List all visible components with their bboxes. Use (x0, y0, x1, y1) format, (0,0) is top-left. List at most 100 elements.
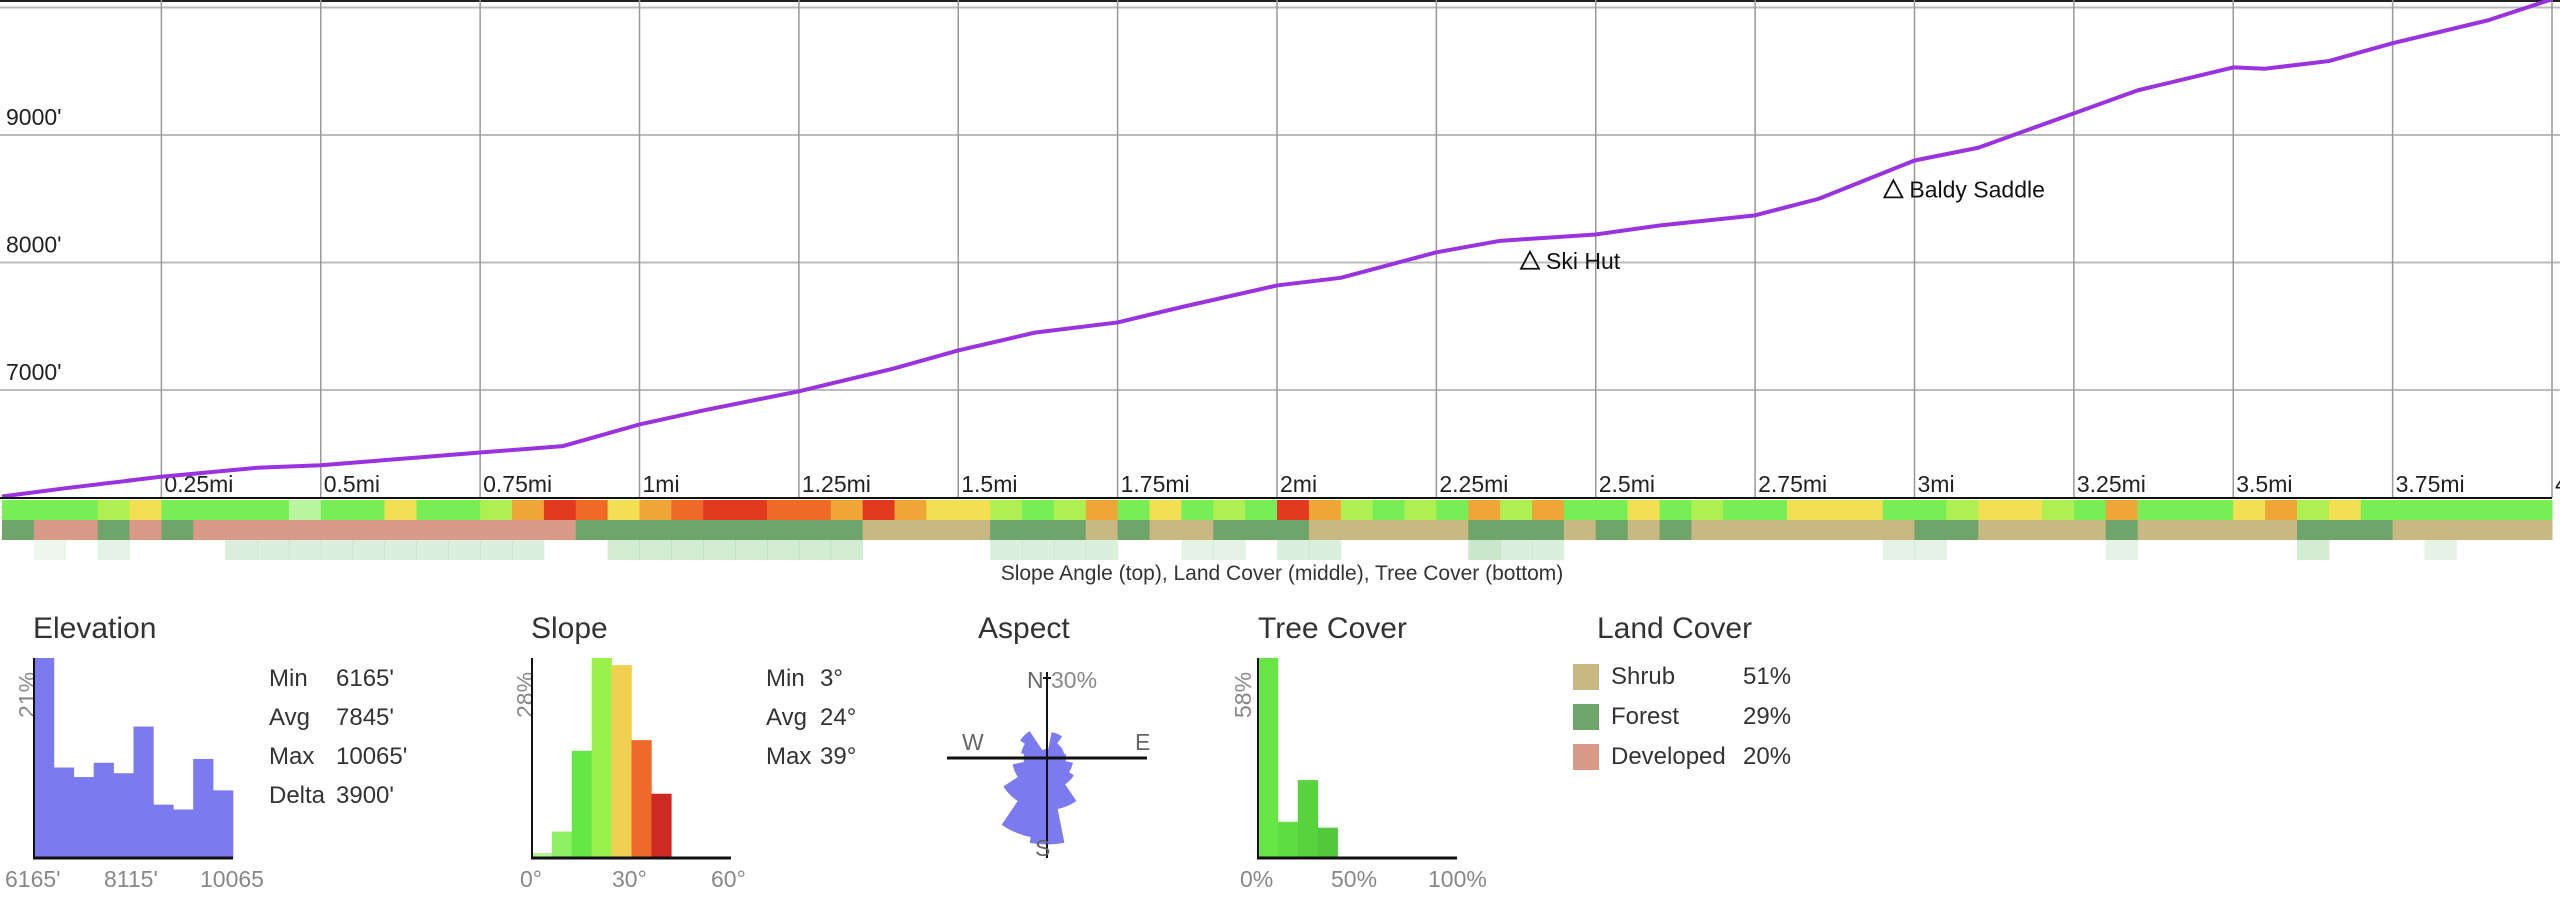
land-cover-strip-cell (1978, 520, 2011, 540)
tree-cover-strip-cell (97, 540, 130, 560)
land-cover-strip-cell (1436, 520, 1469, 540)
land-cover-strip-cell (416, 520, 449, 540)
slope-strip-cell (1308, 500, 1342, 520)
tree-cover-strip-cell (1308, 540, 1342, 560)
slope-strip-cell (735, 500, 768, 520)
slope-strip-cell (575, 500, 609, 520)
tree-cover-strip-cell (257, 540, 290, 560)
histogram-bar (591, 658, 612, 858)
land-cover-strip-cell (990, 520, 1023, 540)
land-cover-strip-cell (288, 520, 322, 540)
x-tick-label: 3mi (1918, 471, 1955, 497)
aspect-label-w: W (962, 729, 984, 755)
y-tick-label: 9000' (6, 104, 62, 130)
stat-value: 3900' (336, 782, 394, 809)
slope-strip-cell (1978, 500, 2011, 520)
x-tick-label: 1.5mi (961, 471, 1017, 497)
slope-x-30: 30° (612, 866, 647, 892)
slope-strip-cell (1659, 500, 1692, 520)
slope-strip-cell (193, 500, 226, 520)
slope-strip-cell (512, 500, 545, 520)
land-cover-strip-cell (2233, 520, 2266, 540)
slope-strip-cell (97, 500, 130, 520)
histogram-bar (153, 804, 174, 858)
slope-strip-cell (798, 500, 832, 520)
elevation-title: Elevation (33, 612, 157, 645)
histogram-bar (53, 767, 75, 858)
tree-cover-strip-cell (1914, 540, 1947, 560)
x-tick-label: 2.25mi (1439, 471, 1508, 497)
slope-strip-cell (926, 500, 959, 520)
land-cover-strip-cell (1532, 520, 1565, 540)
tree-cover-strip-cell (2424, 540, 2457, 560)
strip-caption: Slope Angle (top), Land Cover (middle), … (1001, 562, 1564, 585)
land-cover-strip-cell (1245, 520, 1278, 540)
slope-strip-cell (830, 500, 864, 520)
histogram-bar (631, 740, 652, 858)
tree-cover-strip-cell (607, 540, 640, 560)
land-cover-strip-cell (926, 520, 959, 540)
histogram-bar (1317, 827, 1338, 858)
waypoint-label: Ski Hut (1546, 248, 1621, 274)
slope-strip-cell (2169, 500, 2202, 520)
land-cover-strip-cell (2360, 520, 2394, 540)
land-cover-strip-cell (607, 520, 640, 540)
slope-strip-cell (543, 500, 577, 520)
land-cover-strip-cell (894, 520, 927, 540)
aspect-label-s: S (1035, 835, 1050, 861)
slope-strip-cell (352, 500, 385, 520)
land-cover-strip-cell (1085, 520, 1119, 540)
histogram-bar (213, 790, 234, 858)
slope-strip-cell (1404, 500, 1437, 520)
stat-value: 7845' (336, 704, 394, 731)
slope-strip-cell (607, 500, 640, 520)
slope-strip-cell (2105, 500, 2139, 520)
slope-strip-cell (33, 500, 67, 520)
slope-strip-cell (1277, 500, 1310, 520)
histogram-bar (34, 658, 55, 858)
histogram-bar (113, 773, 134, 858)
x-tick-label: 3.5mi (2236, 471, 2292, 497)
slope-strip-cell (129, 500, 162, 520)
tree-cover-strip-cell (671, 540, 704, 560)
stat-label: Avg (269, 704, 310, 731)
land-cover-strip-cell (1181, 520, 1214, 540)
tree-cover-strip-cell (990, 540, 1023, 560)
slope-strip-cell (1022, 500, 1055, 520)
x-tick-label: 3.25mi (2077, 471, 2146, 497)
tree-cover-strip-cell (320, 540, 354, 560)
land-cover-strip-cell (1882, 520, 1915, 540)
tree-cover-strip-cell (1468, 540, 1501, 560)
histogram-bar (73, 777, 94, 858)
land-cover-name: Developed (1611, 743, 1726, 770)
slope-strip-cell (990, 500, 1023, 520)
stat-value: 39° (820, 743, 857, 770)
land-cover-strip-cell (1691, 520, 1724, 540)
x-tick-label: 1.25mi (802, 471, 871, 497)
elevation-profile-chart: 0.25mi 0.5mi 0.75mi 1mi 1.25mi 1.5mi 1.75mi 2mi… (0, 0, 2560, 585)
land-cover-strip-cell (798, 520, 832, 540)
slope-strip-cell (1213, 500, 1246, 520)
land-cover-strip-cell (958, 520, 991, 540)
land-cover-strip-cell (1372, 520, 1405, 540)
slope-strip-cell (1946, 500, 1979, 520)
land-cover-strip-cell (2392, 520, 2425, 540)
land-cover-strip-cell (1149, 520, 1182, 540)
land-cover-strip-cell (352, 520, 385, 540)
waypoint-label: Baldy Saddle (1909, 176, 2045, 202)
histogram-bar (1277, 821, 1299, 858)
y-tick-label: 7000' (6, 359, 62, 385)
land-cover-strip-cell (2328, 520, 2362, 540)
stat-label: Min (269, 665, 308, 692)
slope-strip-cell (1468, 500, 1501, 520)
land-cover-strip-cell (2424, 520, 2457, 540)
aspect-sector (1003, 757, 1048, 802)
waypoint-triangle-icon (1882, 178, 1904, 199)
slope-strip-cell (1372, 500, 1405, 520)
land-cover-strip-cell (1117, 520, 1150, 540)
land-cover-strip-cell (2456, 520, 2489, 540)
slope-strip-cell (1245, 500, 1278, 520)
histogram-bar (173, 809, 194, 858)
slope-strip-cell (2265, 500, 2298, 520)
tree-cover-strip-cell (703, 540, 736, 560)
